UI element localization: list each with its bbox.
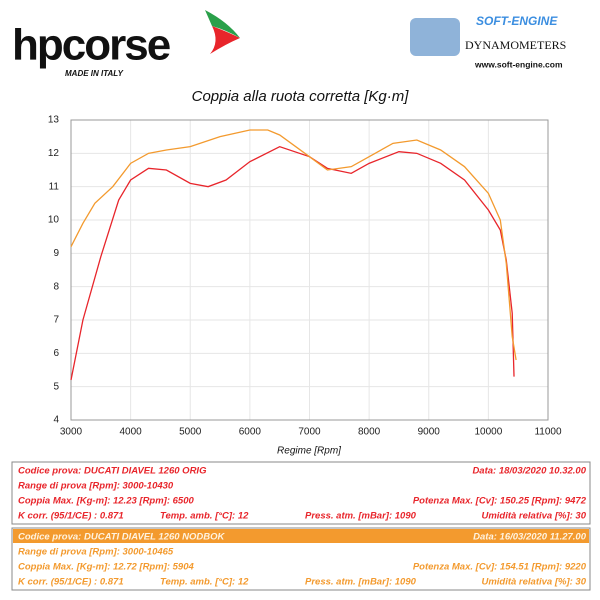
x-tick-label: 11000 xyxy=(534,427,562,438)
dyno-brand: SOFT-ENGINE xyxy=(476,14,558,28)
y-tick-label: 13 xyxy=(48,115,60,126)
y-tick-label: 9 xyxy=(53,248,59,259)
x-axis-label: Regime [Rpm] xyxy=(277,446,341,457)
panel-field: Press. atm. [mBar]: 1090 xyxy=(305,577,417,588)
chart-title: Coppia alla ruota corretta [Kg·m] xyxy=(192,88,410,105)
dyno-logo: SOFT-ENGINE DYNAMOMETERS www.soft-engine… xyxy=(410,14,566,69)
dyno-url: www.soft-engine.com xyxy=(474,59,563,69)
dyno-subtitle: DYNAMOMETERS xyxy=(465,38,566,52)
y-tick-label: 6 xyxy=(53,348,59,359)
panel-field: K corr. (95/1/CE) : 0.871 xyxy=(18,577,124,588)
panel-field: Data: 18/03/2020 10.32.00 xyxy=(472,466,586,477)
y-tick-label: 4 xyxy=(53,415,59,426)
panel-field: Potenza Max. [Cv]: 154.51 [Rpm]: 9220 xyxy=(413,562,587,573)
panel-field: Coppia Max. [Kg-m]: 12.23 [Rpm]: 6500 xyxy=(18,496,194,507)
x-tick-label: 5000 xyxy=(179,427,202,438)
info-panels: Codice prova: DUCATI DIAVEL 1260 ORIG Dat… xyxy=(11,461,591,591)
hp-logo: hpcorse MADE IN ITALY xyxy=(12,10,240,78)
brand: hpcorse xyxy=(12,21,170,70)
panel-field: K corr. (95/1/CE) : 0.871 xyxy=(18,511,124,522)
y-tick-label: 11 xyxy=(49,181,60,192)
y-tick-label: 5 xyxy=(53,381,59,392)
panel-header-bg xyxy=(13,529,589,543)
swoosh xyxy=(210,26,240,54)
x-tick-label: 6000 xyxy=(239,427,262,438)
tagline: MADE IN ITALY xyxy=(65,69,124,78)
panel-field: Coppia Max. [Kg-m]: 12.72 [Rpm]: 5904 xyxy=(18,562,194,573)
y-tick-label: 10 xyxy=(48,215,60,226)
x-tick-label: 9000 xyxy=(418,427,441,438)
swoosh xyxy=(205,10,240,38)
panel-field: Codice prova: DUCATI DIAVEL 1260 ORIG xyxy=(18,466,207,477)
y-tick-label: 7 xyxy=(53,315,59,326)
plot: 4 5 6 7 8 9 10 11 12 13 3000 4000 5000 6000 7000 8000 90… xyxy=(48,115,562,438)
panel-field: Umidità relativa [%]: 30 xyxy=(481,577,586,588)
y-tick-label: 8 xyxy=(53,281,59,292)
panel-field: Potenza Max. [Cv]: 150.25 [Rpm]: 9472 xyxy=(413,496,587,507)
panel-frame xyxy=(11,527,591,591)
panel-field: Range di prova [Rpm]: 3000-10430 xyxy=(18,481,174,492)
x-tick-label: 8000 xyxy=(358,427,381,438)
panel-field: Temp. amb. [°C]: 12 xyxy=(160,511,249,522)
y-tick-label: 12 xyxy=(48,148,60,159)
x-tick-label: 3000 xyxy=(60,427,83,438)
x-tick-label: 7000 xyxy=(298,427,321,438)
series-line xyxy=(70,145,515,381)
x-tick-label: 4000 xyxy=(120,427,143,438)
logo-icon xyxy=(410,18,460,56)
series-line xyxy=(70,129,517,361)
panel-field: Codice prova: DUCATI DIAVEL 1260 NODBOK xyxy=(18,532,226,543)
panel-field: Data: 16/03/2020 11.27.00 xyxy=(473,532,587,543)
x-tick-label: 10000 xyxy=(474,427,502,438)
panel-field: Press. atm. [mBar]: 1090 xyxy=(305,511,417,522)
plot-frame xyxy=(70,119,549,421)
panel-frame xyxy=(11,461,591,525)
panel-field: Temp. amb. [°C]: 12 xyxy=(160,577,249,588)
panel-field: Umidità relativa [%]: 30 xyxy=(481,511,586,522)
panel-field: Range di prova [Rpm]: 3000-10465 xyxy=(18,547,174,558)
